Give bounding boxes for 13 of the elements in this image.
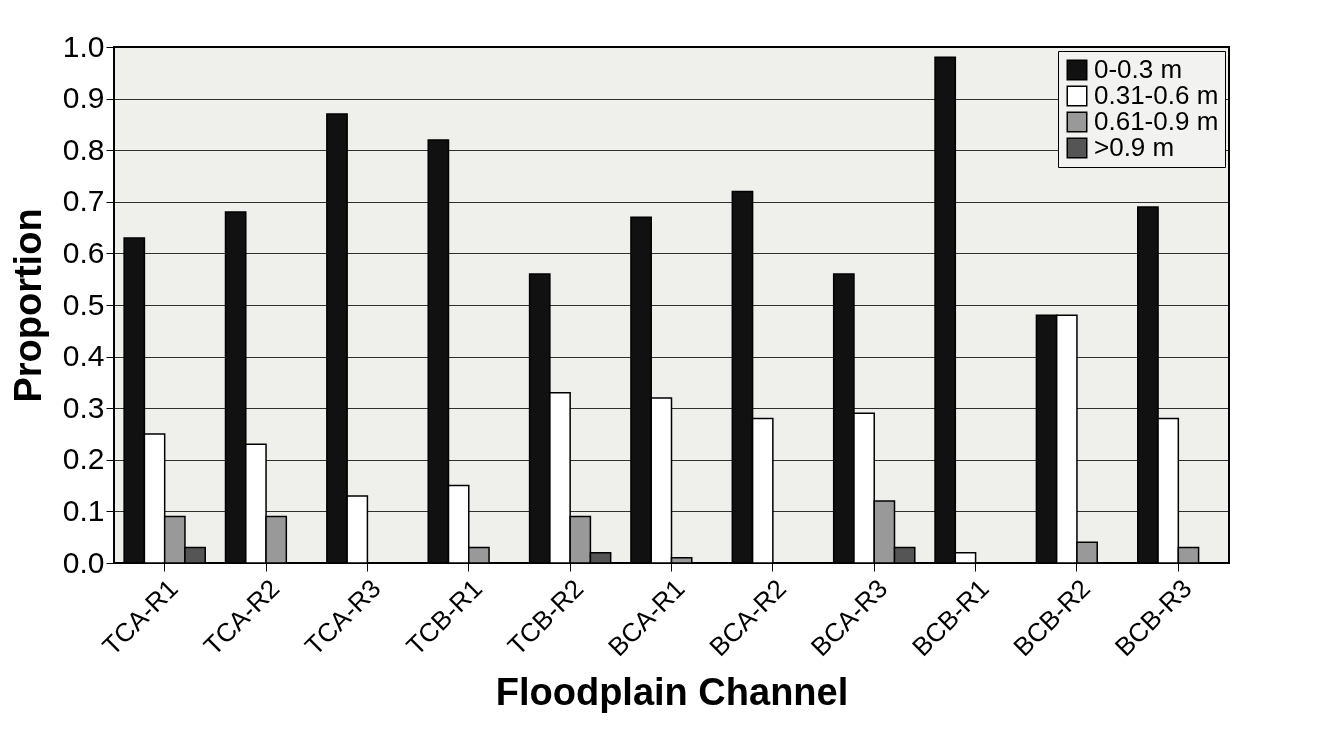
y-tick-label: 0.5 <box>62 287 105 321</box>
y-tick-label: 0.2 <box>62 442 105 476</box>
y-tick-label: 1.0 <box>62 29 105 63</box>
y-tick-label: 0.0 <box>62 545 105 579</box>
y-tick-label: 0.4 <box>62 339 105 373</box>
y-axis-title: Proportion <box>6 208 49 403</box>
y-tick-label: 0.8 <box>62 132 105 166</box>
y-tick-label: 0.9 <box>62 81 105 115</box>
y-tick-label: 0.3 <box>62 390 105 424</box>
y-tick-label: 0.7 <box>62 184 105 218</box>
y-tick-label: 0.6 <box>62 235 105 269</box>
x-axis-title: Floodplain Channel <box>495 671 849 714</box>
y-tick-label: 0.1 <box>62 493 105 527</box>
